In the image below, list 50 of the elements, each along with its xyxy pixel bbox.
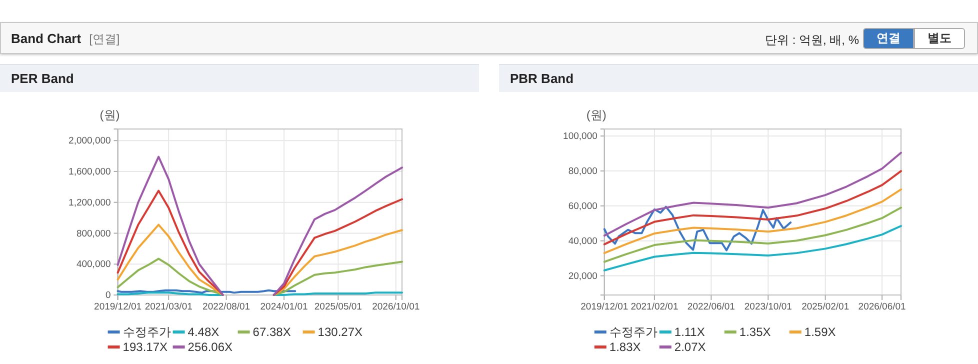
line-series	[603, 170, 902, 246]
chart-title: PBR Band	[499, 64, 978, 92]
line-series	[603, 206, 902, 263]
legend-label: 1.59X	[804, 325, 836, 339]
y-tick-label: 80,000	[568, 166, 598, 177]
line-series	[603, 224, 902, 272]
legend-label: 256.06X	[188, 340, 233, 354]
text: [연결]	[89, 31, 120, 48]
x-tick-label: 2026/06/01	[858, 302, 906, 313]
legend-label: 1.35X	[739, 325, 771, 339]
y-tick-label: 20,000	[568, 270, 598, 282]
x-tick-label: 2019/12/01	[580, 302, 628, 313]
y-tick-label: 2,000,000	[68, 136, 111, 147]
text: 별도	[914, 28, 965, 49]
y-axis-title: (원)	[586, 108, 606, 122]
legend-label: 1.11X	[674, 325, 705, 339]
legend-label: 2.07X	[674, 340, 706, 354]
line-series	[603, 206, 792, 252]
x-tick-label: 2025/05/01	[314, 302, 362, 313]
legend-label: 193.17X	[122, 340, 168, 354]
line-series	[603, 188, 902, 254]
legend-label: 수정주가	[609, 325, 658, 339]
y-tick-label: 800,000	[76, 228, 111, 240]
legend-label: 130.27X	[318, 325, 363, 339]
legend-label: 1.83X	[609, 340, 641, 354]
y-tick-label: 0	[106, 290, 111, 302]
y-tick-label: 1,200,000	[68, 197, 111, 208]
x-tick-label: 2021/02/01	[630, 302, 678, 313]
x-tick-label: 2024/01/01	[260, 302, 308, 313]
x-tick-label: 2021/03/01	[144, 302, 192, 313]
x-tick-label: 2019/12/01	[94, 302, 142, 313]
line-series	[603, 152, 902, 237]
y-axis-title: (원)	[100, 108, 120, 122]
x-tick-label: 2023/10/01	[744, 302, 792, 313]
y-tick-label: 400,000	[76, 259, 111, 270]
text: 연결	[863, 28, 914, 49]
y-tick-label: 40,000	[568, 236, 598, 247]
y-tick-label: 1,600,000	[68, 166, 111, 178]
chart-title: PER Band	[0, 64, 479, 92]
x-tick-label: 2022/06/01	[687, 302, 735, 313]
legend-label: 67.38X	[252, 325, 291, 339]
text: Band Chart	[11, 31, 82, 46]
text: 단위 : 억원, 배, %	[764, 32, 859, 49]
legend-label: 수정주가	[122, 325, 171, 339]
x-tick-label: 2026/10/01	[372, 302, 420, 313]
y-tick-label: 100,000	[563, 131, 598, 142]
x-tick-label: 2022/08/01	[202, 302, 250, 313]
y-tick-label: 60,000	[568, 200, 598, 212]
x-tick-label: 2025/02/01	[802, 302, 850, 313]
legend-label: 4.48X	[188, 325, 220, 339]
